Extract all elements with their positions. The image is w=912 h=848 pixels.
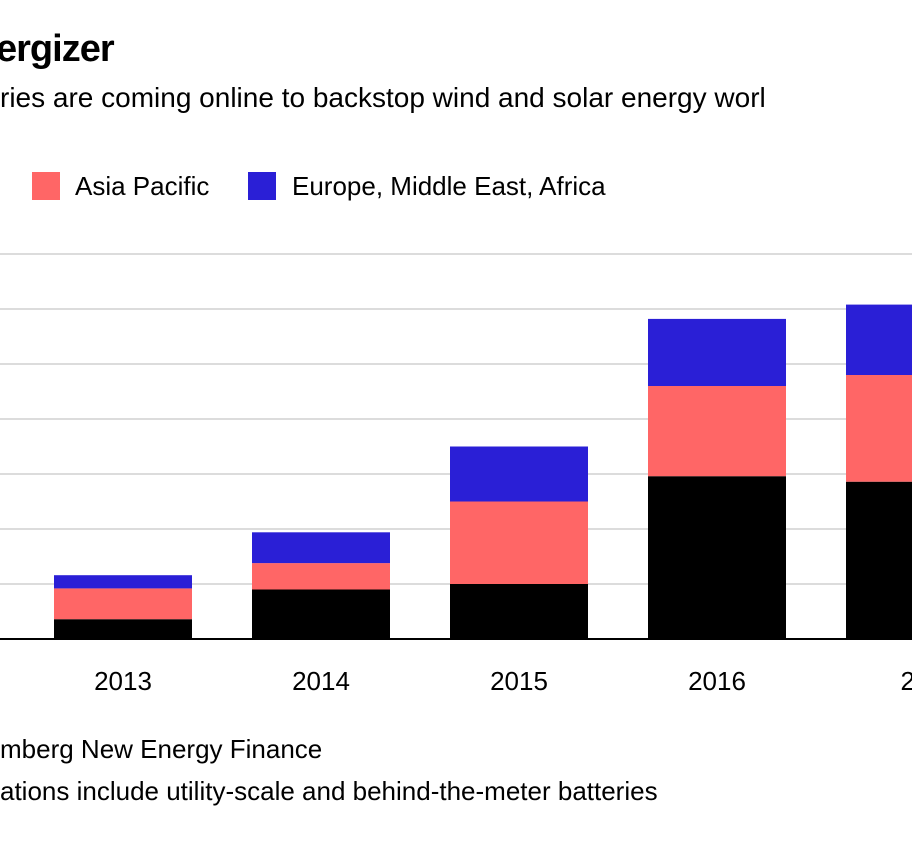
source-note: mberg New Energy Finance bbox=[0, 734, 323, 764]
bar-segment bbox=[54, 619, 192, 639]
bar-segment bbox=[648, 318, 786, 386]
bar-segment bbox=[54, 588, 192, 620]
bar-segment bbox=[648, 386, 786, 477]
bar-segment bbox=[846, 481, 912, 639]
legend-label-emea: Europe, Middle East, Africa bbox=[292, 171, 606, 201]
x-tick-label: 2016 bbox=[688, 666, 746, 696]
bar-segment bbox=[252, 589, 390, 639]
chart-subtitle: ries are coming online to backstop wind … bbox=[0, 82, 766, 113]
legend-swatch-emea bbox=[248, 172, 276, 200]
chart-title: ergizer bbox=[0, 28, 115, 70]
bar-segment bbox=[846, 375, 912, 482]
legend-swatch-asia-pacific bbox=[32, 172, 60, 200]
bar-segment bbox=[450, 584, 588, 639]
x-tick-label: 20 bbox=[901, 666, 912, 696]
bar-segment bbox=[648, 476, 786, 639]
legend-label-asia-pacific: Asia Pacific bbox=[75, 171, 210, 201]
x-tick-label: 2013 bbox=[94, 666, 152, 696]
bar-segment bbox=[252, 532, 390, 564]
bar-segment bbox=[54, 575, 192, 589]
bar-segment bbox=[450, 501, 588, 584]
bar-segment bbox=[846, 304, 912, 375]
bar-segment bbox=[450, 446, 588, 502]
footnote: ations include utility-scale and behind-… bbox=[0, 776, 658, 806]
x-tick-label: 2015 bbox=[490, 666, 548, 696]
x-tick-label: 2014 bbox=[292, 666, 350, 696]
bar-segment bbox=[252, 563, 390, 590]
